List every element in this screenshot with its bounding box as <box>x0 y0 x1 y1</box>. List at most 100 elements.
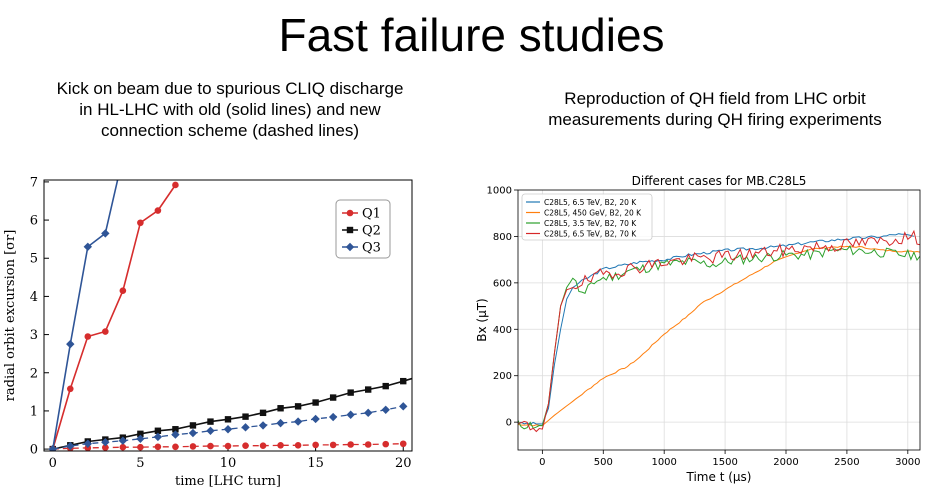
data-point <box>347 389 354 396</box>
x-tick-label: 1000 <box>651 457 676 468</box>
legend-marker <box>346 209 354 217</box>
data-point <box>329 394 337 401</box>
x-tick-label: 10 <box>220 456 237 471</box>
plot-area <box>518 229 920 433</box>
series-Q1 <box>49 181 179 451</box>
orbit-excursion-chart: 0 5 10 15 20 0 1 2 3 4 5 6 7 time [LHC turn] radial or… <box>3 175 413 489</box>
y-tick-label: 6 <box>30 214 38 229</box>
data-point <box>311 414 320 424</box>
legend-label: Q2 <box>362 224 381 239</box>
y-tick-label: 800 <box>493 232 512 243</box>
data-point <box>242 442 249 449</box>
data-point <box>119 443 127 451</box>
x-axis-label: Time t (μs) <box>686 470 752 484</box>
data-point <box>137 430 144 438</box>
data-point <box>347 441 354 448</box>
plot-frame <box>517 189 921 451</box>
x-tick-label: 2500 <box>834 457 859 468</box>
y-tick-label: 2 <box>30 366 38 381</box>
data-point <box>137 219 144 227</box>
left-caption-line: in HL-LHC with old (solid lines) and new <box>79 100 381 119</box>
y-tick-label: 400 <box>493 325 512 336</box>
data-point <box>207 418 214 425</box>
data-point <box>206 426 215 435</box>
data-point <box>101 229 110 238</box>
right-chart-caption: Reproduction of QH field from LHC orbit … <box>500 88 930 130</box>
x-tick-label: 0 <box>49 456 57 471</box>
y-axis-label: Bx (μT) <box>475 298 489 341</box>
data-point <box>382 440 390 448</box>
data-point <box>241 423 250 432</box>
series-line <box>52 405 404 450</box>
data-point <box>154 207 162 214</box>
legend-label: C28L5, 450 GeV, B2, 20 K <box>544 208 642 217</box>
legend-box <box>521 193 653 241</box>
y-tick-label: 0 <box>506 418 512 429</box>
x-tick-label: 1500 <box>712 457 737 468</box>
legend-label: Q1 <box>362 207 381 222</box>
x-tick-label: 500 <box>594 457 613 468</box>
data-point <box>312 441 319 449</box>
data-point <box>277 405 284 412</box>
data-point <box>102 444 109 451</box>
data-point <box>328 412 338 422</box>
x-tick-label: 3000 <box>895 457 920 468</box>
legend-label: Q3 <box>362 241 381 256</box>
data-point <box>189 443 197 450</box>
series-line <box>52 180 119 450</box>
data-point <box>172 426 179 433</box>
x-tick-label: 15 <box>307 456 324 471</box>
series-line <box>52 377 412 450</box>
legend-label: C28L5, 3.5 TeV, B2, 70 K <box>544 219 637 228</box>
series-line-3 <box>518 245 920 430</box>
y-tick-label: 4 <box>30 290 38 305</box>
data-point <box>382 382 389 390</box>
y-tick-label: 1000 <box>487 186 512 197</box>
left-chart-caption: Kick on beam due to spurious CLIQ discha… <box>20 78 440 141</box>
data-point <box>84 333 92 340</box>
data-point <box>258 421 268 430</box>
x-tick-label: 2000 <box>773 457 798 468</box>
data-point <box>66 339 75 349</box>
data-point <box>259 442 267 449</box>
x-tick-label: 5 <box>136 456 144 471</box>
data-point <box>294 441 302 449</box>
data-point <box>102 328 109 335</box>
data-point <box>207 442 214 450</box>
data-point <box>293 417 303 426</box>
data-point <box>364 386 372 393</box>
left-caption-line: connection scheme (dashed lines) <box>101 121 359 140</box>
legend-marker <box>346 226 354 234</box>
series-line <box>52 184 177 450</box>
data-point <box>153 432 163 442</box>
legend-label: C28L5, 6.5 TeV, B2, 70 K <box>544 229 637 238</box>
y-tick-label: 3 <box>30 328 38 343</box>
y-tick-label: 7 <box>30 175 38 190</box>
data-point <box>101 438 110 447</box>
data-point <box>154 443 162 451</box>
data-point <box>277 441 284 449</box>
data-point <box>172 181 179 189</box>
data-point <box>363 408 373 418</box>
chart-title: Different cases for MB.C28L5 <box>632 174 807 188</box>
data-point <box>259 409 267 417</box>
data-point <box>188 428 198 438</box>
y-tick-label: 1 <box>30 404 38 419</box>
legend-label: C28L5, 6.5 TeV, B2, 20 K <box>544 198 637 207</box>
series-line-2 <box>518 245 920 427</box>
data-point <box>224 416 232 423</box>
data-point <box>364 441 372 448</box>
series-line-4 <box>518 229 920 433</box>
plot-frame <box>43 179 413 452</box>
data-point <box>189 422 197 429</box>
data-point <box>223 425 233 434</box>
data-point <box>399 402 408 411</box>
data-point <box>172 443 179 451</box>
data-point <box>346 410 355 419</box>
y-tick-label: 600 <box>493 278 512 289</box>
left-caption-line: Kick on beam due to spurious CLIQ discha… <box>56 79 404 98</box>
data-point <box>224 442 232 450</box>
data-point <box>154 427 162 434</box>
data-point <box>83 439 93 448</box>
